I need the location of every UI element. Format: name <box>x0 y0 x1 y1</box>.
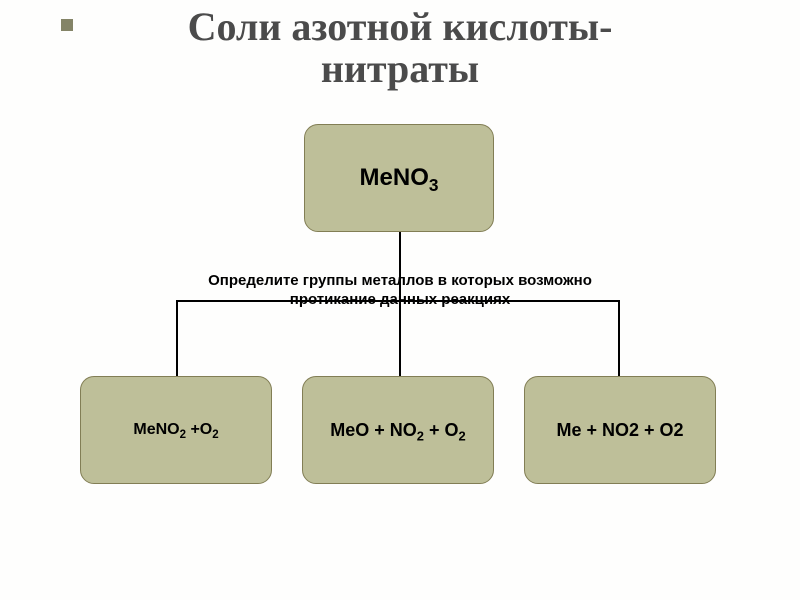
instruction-line1: Определите группы металлов в которых воз… <box>208 272 592 289</box>
box-bottom-3: Ме + NО2 + О2 <box>524 376 716 484</box>
box-bottom-3-label: Ме + NО2 + О2 <box>556 420 683 441</box>
box-bottom-2-label: МеО + NО2 + О2 <box>330 420 465 441</box>
instruction-line2: протикание данных реакциях <box>290 291 510 308</box>
title-line1: Соли азотной кислоты- <box>188 4 613 49</box>
connector-left-vertical <box>176 300 178 376</box>
box-bottom-2: МеО + NО2 + О2 <box>302 376 494 484</box>
instruction-text: Определите группы металлов в которых воз… <box>150 272 650 310</box>
title-line2: нитраты <box>321 46 479 91</box>
slide: Соли азотной кислоты- нитраты МеNО3 Опре… <box>0 0 800 600</box>
box-top-label: МеNО3 <box>360 164 439 192</box>
box-top: МеNО3 <box>304 124 494 232</box>
connector-right-vertical <box>618 300 620 376</box>
box-bottom-1: МеNО2 +О2 <box>80 376 272 484</box>
title-bullet <box>60 18 74 32</box>
box-bottom-1-label: МеNО2 +О2 <box>133 421 218 439</box>
slide-title: Соли азотной кислоты- нитраты <box>0 0 800 90</box>
connector-mid-vertical <box>399 300 401 376</box>
